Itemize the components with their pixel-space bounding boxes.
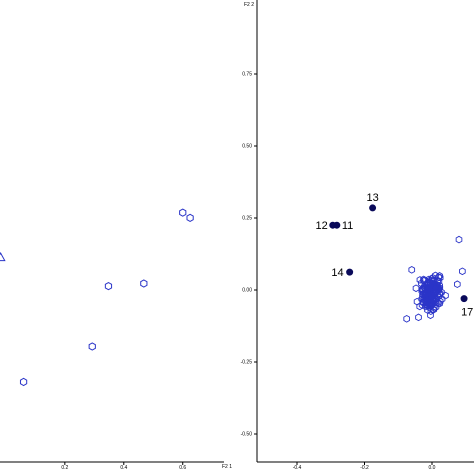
left-point [179,208,187,217]
right-cluster [403,235,466,323]
right-cluster-point [416,276,424,284]
right-cluster-point [427,298,434,307]
right-outlier-point [408,266,416,274]
labeled-point-label-12: 12 [316,220,328,232]
left-x-tick-label: 0.2 [61,465,68,471]
right-cluster-point [436,290,443,299]
right-cluster-point [427,307,435,316]
right-x-ticks: -0.4 -0.2 0.0 [293,462,436,471]
right-x-tick-label: -0.4 [293,465,302,471]
labeled-point-14 [346,268,354,276]
left-point [140,279,148,288]
left-point [104,281,113,291]
right-cluster-point [421,284,429,292]
right-cluster-point [433,280,441,289]
labeled-point-label-13: 13 [366,192,378,204]
left-points [0,208,194,387]
right-cluster-point [431,293,438,301]
right-cluster-point [424,292,432,301]
left-point [186,213,194,223]
right-cluster-point [425,275,432,284]
right-y-tick-label: 0.00 [242,288,252,294]
right-x-tick-label: 0.0 [429,465,436,471]
right-cluster-point [426,276,434,285]
left-x-ticks: 0.2 0.4 0.6 [61,462,186,471]
left-panel: F2 1 0.2 0.4 0.6 [0,208,232,471]
right-outlier-point [415,313,422,322]
right-y-tick-label: 0.25 [242,216,252,222]
right-cluster-point [434,299,442,308]
right-y-tick-label: 0.75 [242,72,252,78]
right-x-tick-label: -0.2 [360,465,369,471]
right-cluster-point [430,304,438,312]
right-y-tick-label: -0.50 [241,432,253,438]
right-cluster-point [412,284,420,293]
right-cluster-point [442,291,449,300]
right-cluster-point [432,271,439,280]
left-point [88,342,96,351]
right-outlier-point [454,280,461,289]
right-cluster-point [417,279,425,288]
labeled-point-13 [369,204,377,212]
right-cluster-point [435,273,442,282]
left-point-triangle [0,252,6,262]
labeled-point-label-17: 17 [461,307,473,319]
right-cluster-point [427,311,434,320]
right-cluster-point [436,297,444,306]
labeled-point-label-14: 14 [331,267,343,279]
right-y-tick-label: 0.50 [242,144,252,150]
right-cluster-point [424,284,431,293]
right-cluster-point [413,297,421,306]
right-outlier-point [455,235,463,244]
right-cluster-point [426,280,434,289]
right-outlier-point [459,267,466,276]
labeled-point-label-11: 11 [342,220,353,232]
labeled-point-17 [460,295,468,303]
left-x-tick-label: 0.4 [120,465,127,471]
labeled-point-12 [329,221,337,229]
right-cluster-point [436,272,443,280]
right-y-tick-label: -0.25 [241,360,253,366]
left-x-axis-label: F2 1 [222,464,232,470]
right-labeled-points: 11 12 13 14 17 [316,192,474,319]
right-y-axis-label: F2 2 [244,2,254,8]
left-point [19,377,28,387]
right-outlier-point [403,314,410,323]
right-cluster-point [420,295,428,304]
right-panel: F2 2 0.75 0.50 0.25 0.00 -0.25 -0.50 -0.4 -0.2… [241,0,474,471]
left-x-tick-label: 0.6 [179,465,186,471]
right-y-ticks: 0.75 0.50 0.25 0.00 -0.25 -0.50 [241,72,257,438]
